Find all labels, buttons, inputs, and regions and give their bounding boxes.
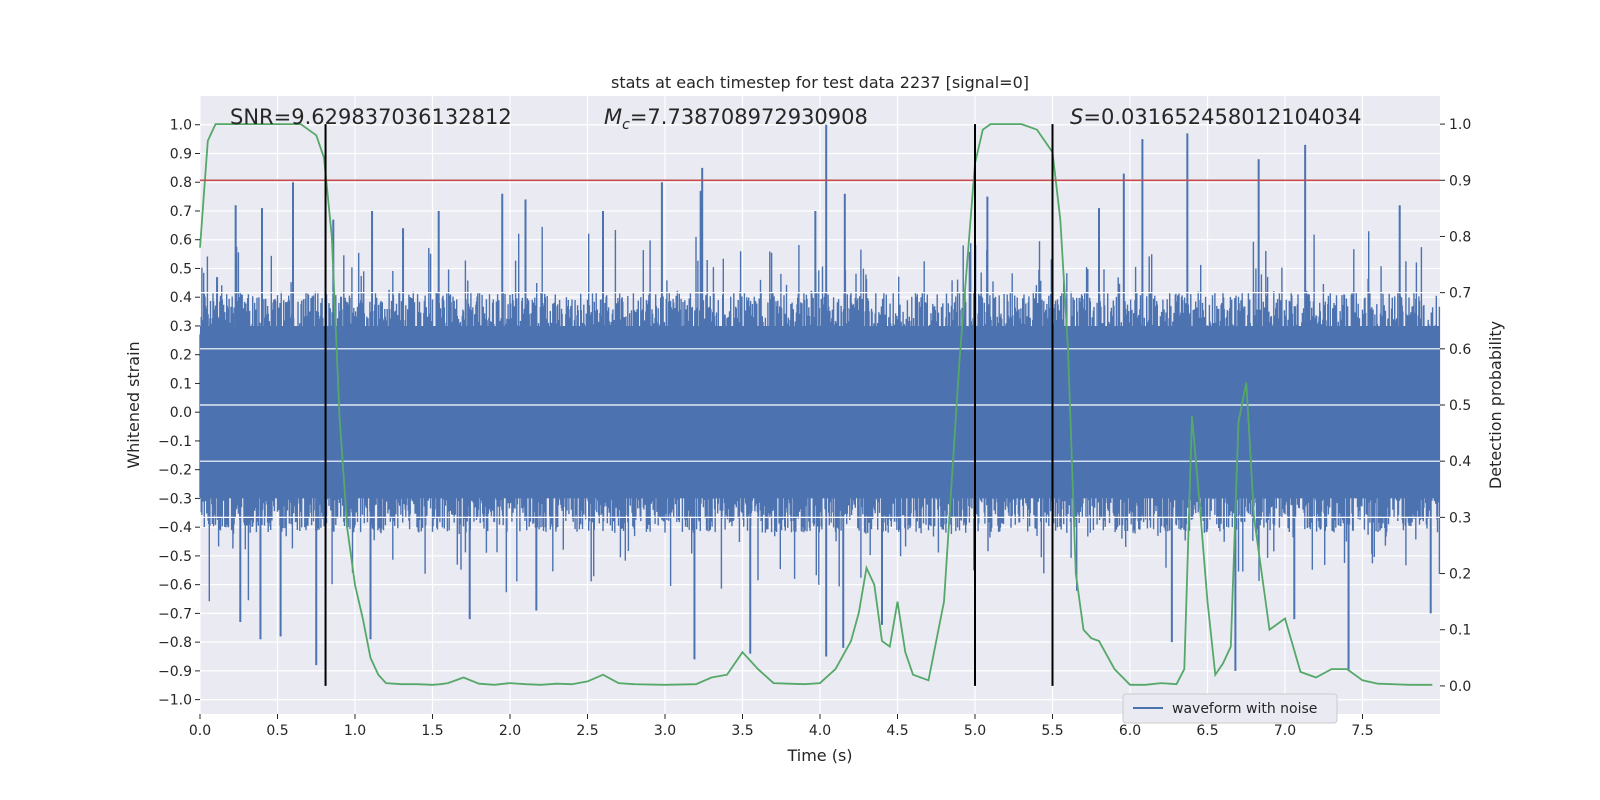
y2-axis-label: Detection probability (1486, 321, 1505, 489)
y-tick-label: −1.0 (158, 693, 192, 709)
s-symbol: S (1070, 105, 1083, 129)
probability-series (199, 123, 1433, 686)
y2-tick-label: 0.8 (1449, 229, 1471, 245)
y-tick-label: 1.0 (170, 118, 192, 134)
y2-tick-label: 0.6 (1449, 342, 1471, 358)
y-axis-label: Whitened strain (124, 341, 143, 468)
x-tick-label: 4.5 (886, 723, 908, 739)
y-tick-label: 0.8 (170, 175, 192, 191)
chirp-mass-value: =7.738708972930908 (630, 105, 868, 129)
x-axis-ticks: 0.0 0.5 1.0 1.5 2.0 2.5 3.0 3.5 4.0 4.5 5.0 5.5 6.0 6… (189, 714, 1374, 739)
s-annotation: S=0.031652458012104034 (1070, 105, 1361, 129)
y2-tick-label: 0.7 (1449, 286, 1471, 302)
y-tick-label: 0.6 (170, 233, 192, 249)
legend-box (1122, 693, 1338, 724)
x-tick-label: 1.0 (344, 723, 366, 739)
y-tick-label: 0.4 (170, 290, 192, 306)
snr-annotation: SNR=9.629837036132812 (230, 105, 512, 129)
waveform-core (200, 325, 1440, 499)
y2-tick-label: 0.3 (1449, 510, 1471, 526)
vertical-markers (324, 124, 1054, 686)
y-tick-label: 0.5 (170, 261, 192, 277)
x-tick-label: 5.5 (1041, 723, 1063, 739)
y-tick-label: 0.2 (170, 348, 192, 364)
y2-tick-label: 0.5 (1449, 398, 1471, 414)
x-tick-label: 7.0 (1274, 723, 1296, 739)
waveform-series (199, 124, 1441, 671)
x-tick-label: 2.0 (499, 723, 521, 739)
y-tick-label: −0.5 (158, 549, 192, 565)
x-tick-label: 5.0 (964, 723, 986, 739)
legend-label: waveform with noise (1172, 701, 1317, 717)
x-tick-label: 7.5 (1351, 723, 1373, 739)
y-tick-label: 0.7 (170, 204, 192, 220)
probability-line (199, 123, 1433, 686)
x-axis-label: Time (s) (786, 746, 852, 765)
x-tick-label: 1.5 (421, 723, 443, 739)
x-tick-label: 2.5 (576, 723, 598, 739)
chirp-mass-subscript: c (622, 117, 630, 133)
y-tick-label: −0.6 (158, 578, 192, 594)
y2-tick-label: 0.4 (1449, 454, 1471, 470)
chart-title: stats at each timestep for test data 223… (611, 73, 1029, 92)
y2-tick-label: 0.1 (1449, 623, 1471, 639)
x-tick-label: 0.5 (266, 723, 288, 739)
y-tick-label: −0.4 (158, 520, 192, 536)
y-tick-label: 0.0 (170, 405, 192, 421)
chirp-mass-symbol: M (604, 105, 622, 129)
y-tick-label: 0.3 (170, 319, 192, 335)
chirp-mass-annotation: Mc=7.738708972930908 (604, 105, 868, 133)
x-tick-label: 6.5 (1196, 723, 1218, 739)
y-tick-label: −0.8 (158, 635, 192, 651)
y-tick-label: −0.2 (158, 463, 192, 479)
y2-tick-label: 0.9 (1449, 173, 1471, 189)
x-tick-label: 4.0 (809, 723, 831, 739)
y2-tick-label: 1.0 (1449, 117, 1471, 133)
x-tick-label: 3.5 (731, 723, 753, 739)
legend: waveform with noise (1122, 693, 1338, 724)
y-tick-label: −0.7 (158, 606, 192, 622)
y-tick-label: −0.3 (158, 491, 192, 507)
y2-axis-ticks: 0.0 0.1 0.2 0.3 0.4 0.5 0.6 0.7 0.8 0.9 1.0 (1440, 117, 1471, 695)
y2-tick-label: 0.2 (1449, 567, 1471, 583)
x-tick-label: 0.0 (189, 723, 211, 739)
s-value: =0.031652458012104034 (1083, 105, 1361, 129)
y2-tick-label: 0.0 (1449, 679, 1471, 695)
y-tick-label: −0.9 (158, 664, 192, 680)
y-axis-ticks: −1.0 −0.9 −0.8 −0.7 −0.6 −0.5 −0.4 −0.3 −0.2 −0.1… (158, 118, 200, 709)
y-tick-label: 0.9 (170, 146, 192, 162)
x-tick-label: 3.0 (654, 723, 676, 739)
x-tick-label: 6.0 (1119, 723, 1141, 739)
y-tick-label: −0.1 (158, 434, 192, 450)
y-tick-label: 0.1 (170, 376, 192, 392)
